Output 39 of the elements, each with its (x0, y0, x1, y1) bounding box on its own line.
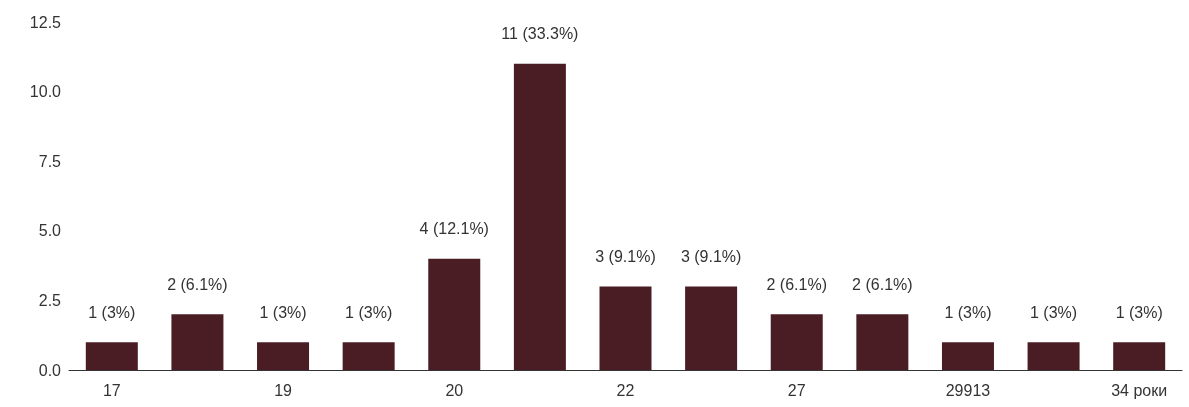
x-tick-label: 29913 (945, 381, 991, 399)
y-tick-label: 5.0 (38, 222, 62, 240)
bar (770, 314, 823, 370)
bar (513, 63, 566, 370)
x-tick-label: 22 (616, 381, 635, 399)
y-tick-label: 2.5 (38, 291, 62, 309)
data-label: 1 (3%) (1030, 303, 1078, 321)
data-label: 2 (6.1%) (766, 275, 827, 293)
data-label: 1 (3%) (944, 303, 992, 321)
bar (1027, 342, 1080, 370)
bar (342, 342, 395, 370)
bar (941, 342, 994, 370)
y-tick-label: 12.5 (29, 13, 62, 31)
x-tick-label: 27 (787, 381, 806, 399)
data-label: 3 (9.1%) (680, 247, 742, 265)
data-label: 2 (6.1%) (167, 275, 228, 293)
bar (1113, 342, 1166, 370)
x-tick-label: 20 (445, 381, 464, 399)
x-tick-label: 19 (274, 381, 293, 399)
bar (428, 258, 481, 370)
x-tick-label: 34 роки (1111, 381, 1168, 399)
bar (599, 286, 652, 370)
bar (856, 314, 909, 370)
bar (257, 342, 310, 370)
bar (85, 342, 138, 370)
data-label: 1 (3%) (345, 303, 393, 321)
data-label: 11 (33.3%) (501, 25, 579, 43)
data-label: 1 (3%) (1115, 303, 1163, 321)
data-label: 4 (12.1%) (419, 220, 489, 238)
data-label: 1 (3%) (259, 303, 307, 321)
data-label: 3 (9.1%) (595, 247, 656, 265)
y-tick-label: 7.5 (38, 152, 62, 170)
y-tick-label: 0.0 (38, 361, 62, 379)
data-label: 2 (6.1%) (852, 275, 913, 293)
bar (685, 286, 738, 370)
data-label: 1 (3%) (88, 303, 136, 321)
y-tick-label: 10.0 (29, 83, 62, 101)
bar (171, 314, 224, 370)
x-tick-label: 17 (102, 381, 121, 399)
